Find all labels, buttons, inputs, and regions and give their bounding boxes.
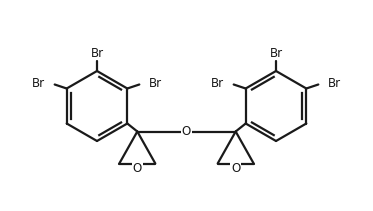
Text: Br: Br [32,77,45,90]
Text: Br: Br [149,77,162,90]
Text: Br: Br [328,77,341,90]
Text: Br: Br [269,46,283,60]
Text: O: O [133,162,142,175]
Text: O: O [182,125,191,138]
Text: Br: Br [211,77,224,90]
Text: O: O [231,162,240,175]
Text: Br: Br [90,46,104,60]
